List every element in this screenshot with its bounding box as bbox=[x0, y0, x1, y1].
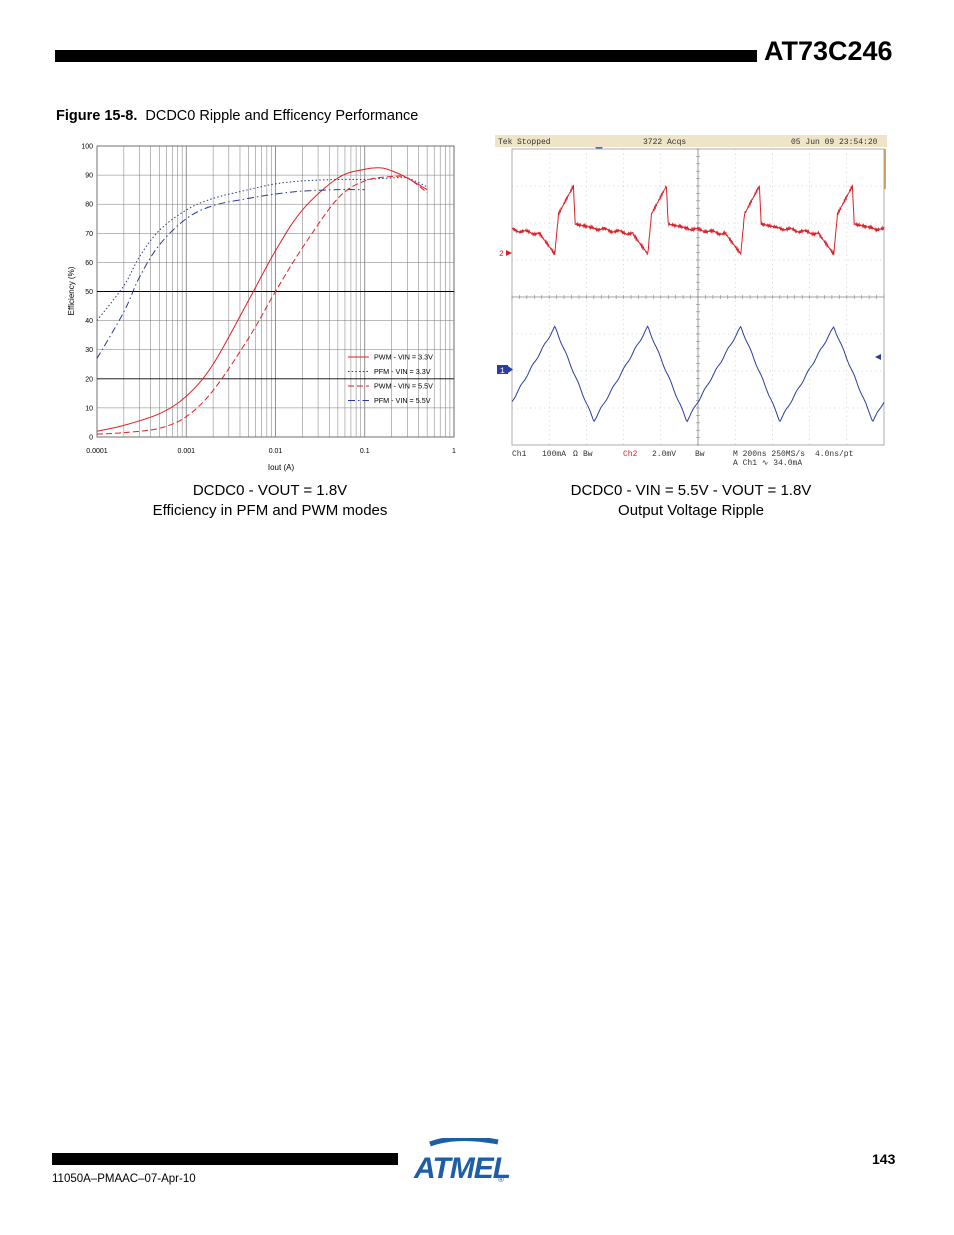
document-title: AT73C246 bbox=[764, 36, 893, 66]
efficiency-series-line bbox=[96, 175, 428, 435]
ch2-label: Ch2 bbox=[623, 450, 638, 459]
efficiency-series-line bbox=[96, 176, 428, 321]
ch2-scale: 2.0mV bbox=[652, 450, 676, 459]
x-tick-label: 0.01 bbox=[269, 448, 283, 455]
ch2-bandwidth: Bw bbox=[695, 450, 705, 459]
x-tick-label: 0.1 bbox=[360, 448, 370, 455]
header-rule bbox=[55, 50, 757, 62]
ch1-marker-box bbox=[497, 365, 508, 374]
efficiency-chart: 0 10 20 30 40 50 60 70 80 90 100 0.0001 0.001 0.01 0.1… bbox=[67, 144, 456, 473]
figure-caption: Figure 15-8. DCDC0 Ripple and Efficency P… bbox=[56, 108, 418, 124]
efficiency-series-line bbox=[96, 167, 428, 432]
ripple-caption-line2: Output Voltage Ripple bbox=[618, 502, 764, 519]
y-tick-label: 50 bbox=[85, 289, 93, 296]
x-tick-label: 1 bbox=[452, 448, 456, 455]
y-tick-label: 90 bbox=[85, 173, 93, 180]
ch1-arrow-icon bbox=[508, 366, 513, 373]
y-tick-label: 30 bbox=[85, 347, 93, 354]
y-tick-label: 0 bbox=[89, 435, 93, 442]
legend-label: PFM - VIN = 5.5V bbox=[374, 396, 431, 405]
ch1-label: Ch1 bbox=[512, 450, 527, 459]
y-tick-label: 80 bbox=[85, 202, 93, 209]
atmel-logo: ATMEL ® bbox=[413, 1138, 511, 1184]
scope-brand: Tek bbox=[498, 138, 513, 147]
legend-label: PWM - VIN = 3.3V bbox=[374, 353, 433, 362]
figure-title: DCDC0 Ripple and Efficency Performance bbox=[145, 108, 419, 124]
ch2-ripple-trace bbox=[511, 184, 885, 256]
ripple-caption-line1: DCDC0 - VIN = 5.5V - VOUT = 1.8V bbox=[570, 482, 812, 499]
figure-label: Figure 15-8. bbox=[56, 108, 138, 124]
ch1-scale: 100mA bbox=[542, 450, 566, 459]
ch1-marker: 1 bbox=[500, 367, 505, 376]
efficiency-ticks: 0 10 20 30 40 50 60 70 80 90 100 0.0001 0.001 0.01 0.1… bbox=[81, 144, 456, 456]
ch1-current-trace bbox=[511, 325, 885, 423]
y-tick-label: 100 bbox=[81, 144, 93, 151]
ch2-marker: 2 bbox=[499, 250, 504, 259]
ripple-caption: DCDC0 - VIN = 5.5V - VOUT = 1.8V Output … bbox=[520, 481, 862, 521]
y-tick-label: 20 bbox=[85, 376, 93, 383]
document-code: 11050A–PMAAC–07-Apr-10 bbox=[52, 1173, 196, 1185]
scope-state: Stopped bbox=[517, 138, 551, 147]
efficiency-caption-line2: Efficiency in PFM and PWM modes bbox=[152, 502, 388, 519]
scope-timestamp: 05 Jun 09 23:54:20 bbox=[791, 138, 878, 147]
legend-label: PFM - VIN = 3.3V bbox=[374, 367, 431, 376]
footer-rule bbox=[52, 1153, 398, 1165]
efficiency-caption: DCDC0 - VOUT = 1.8V Efficiency in PFM an… bbox=[100, 481, 440, 521]
ch1-bandwidth: Bw bbox=[583, 450, 593, 459]
y-tick-label: 10 bbox=[85, 405, 93, 412]
oscilloscope-capture: Tek Stopped 3722 Acqs 05 Jun 09 23:54:20… bbox=[495, 135, 887, 469]
logo-registered: ® bbox=[498, 1175, 504, 1184]
y-axis-label: Efficiency (%) bbox=[67, 266, 76, 315]
x-axis-label: Iout (A) bbox=[268, 463, 295, 472]
x-tick-label: 0.0001 bbox=[86, 448, 108, 455]
per-point: 4.0ns/pt bbox=[815, 450, 853, 459]
efficiency-caption-line1: DCDC0 - VOUT = 1.8V bbox=[192, 482, 348, 499]
scope-graticule bbox=[511, 148, 885, 446]
ch2-arrow-icon bbox=[506, 250, 512, 256]
ch1-coupling: Ω bbox=[573, 450, 578, 459]
trigger-level-icon bbox=[875, 354, 881, 360]
x-tick-label: 0.001 bbox=[177, 448, 195, 455]
timebase: M 200ns 250MS/s bbox=[733, 450, 805, 459]
y-tick-label: 70 bbox=[85, 231, 93, 238]
logo-text: ATMEL bbox=[413, 1152, 510, 1184]
efficiency-lines bbox=[96, 167, 428, 435]
efficiency-legend: PWM - VIN = 3.3V PFM - VIN = 3.3V PWM - VI… bbox=[348, 353, 433, 405]
y-tick-label: 40 bbox=[85, 318, 93, 325]
scope-acqs: 3722 Acqs bbox=[643, 138, 686, 147]
legend-label: PWM - VIN = 5.5V bbox=[374, 382, 433, 391]
y-tick-label: 60 bbox=[85, 260, 93, 267]
trigger-readout: A Ch1 ∿ 34.0mA bbox=[733, 459, 802, 468]
page-number: 143 bbox=[872, 1151, 896, 1167]
